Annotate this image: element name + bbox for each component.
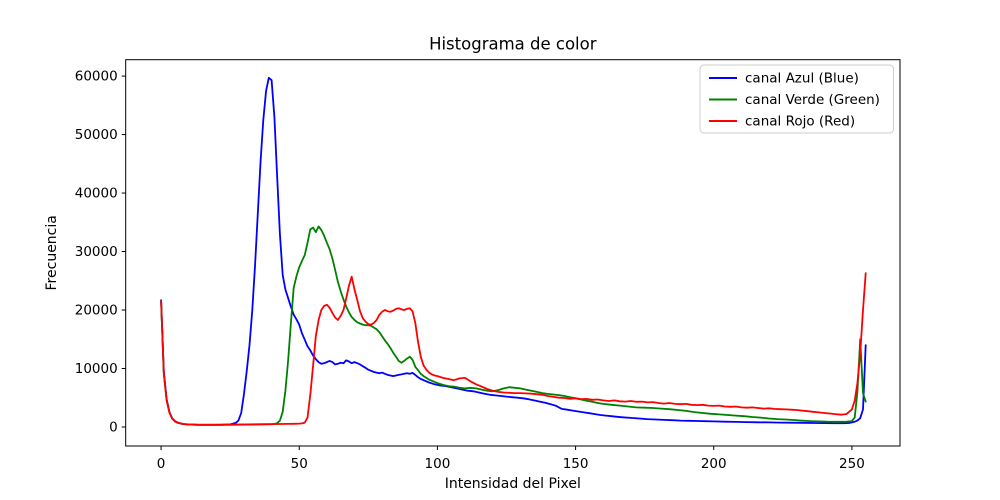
y-tick-label: 60000 [75, 69, 118, 85]
y-tick-label: 40000 [75, 186, 118, 202]
y-tick-label: 10000 [75, 361, 118, 377]
x-tick-label: 50 [291, 456, 308, 472]
legend-label-0: canal Azul (Blue) [745, 71, 859, 87]
y-tick-label: 0 [109, 419, 118, 435]
x-tick-label: 0 [157, 456, 166, 472]
legend: canal Azul (Blue) canal Verde (Green) cana… [699, 64, 894, 134]
y-tick-label: 30000 [75, 244, 118, 260]
x-tick-label: 200 [701, 456, 727, 472]
legend-label-2: canal Rojo (Red) [745, 114, 855, 130]
plot-spines [125, 59, 901, 447]
y-axis-label: Frecuencia [44, 215, 60, 290]
chart-title: Histograma de color [429, 35, 597, 54]
legend-label-1: canal Verde (Green) [745, 92, 880, 108]
series-line-2 [160, 272, 867, 426]
x-tick-label: 150 [563, 456, 589, 472]
axes-group [125, 59, 901, 447]
series-line-1 [160, 225, 867, 426]
series-group [160, 76, 867, 426]
y-tick-label: 20000 [75, 303, 118, 319]
x-axis-label: Intensidad del Pixel [445, 476, 581, 492]
legend-frame [699, 64, 894, 134]
tick-group: 0 50 100 150 200 250 0 10000 20000 30000 40000 5000… [75, 69, 865, 472]
y-tick-label: 50000 [75, 127, 118, 143]
x-tick-label: 100 [425, 456, 451, 472]
series-line-0 [160, 76, 867, 426]
x-tick-label: 250 [839, 456, 865, 472]
